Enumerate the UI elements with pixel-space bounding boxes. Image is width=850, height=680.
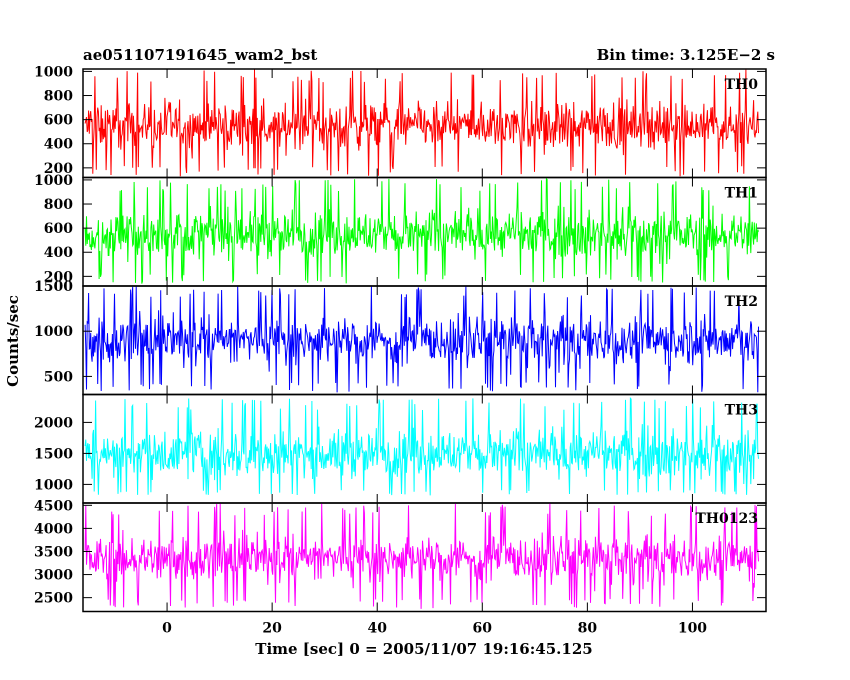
x-tick-label: 20 [262,621,282,637]
y-tick-label: 2000 [34,415,73,431]
y-tick-label: 400 [44,137,73,153]
y-tick-label: 200 [44,161,73,177]
y-tick-label: 2500 [34,591,73,607]
y-tick-label: 200 [44,269,73,285]
series-line-th1 [84,177,759,284]
x-axis-label: Time [sec] 0 = 2005/11/07 19:16:45.125 [255,640,592,658]
y-tick-label: 600 [44,221,73,237]
x-tick-label: 60 [473,621,493,637]
panels-group: 2004006008001000TH02004006008001000TH150… [34,64,767,637]
y-tick-label: 500 [44,369,73,385]
panel-frame [82,502,767,613]
y-tick-label: 1500 [34,279,73,295]
y-tick-label: 1500 [34,446,73,462]
chart-title-left: ae051107191645_wam2_bst [83,46,317,64]
chart-title-right: Bin time: 3.125E−2 s [597,46,775,64]
y-tick-label: 1000 [34,64,73,80]
y-tick-label: 3000 [34,568,73,584]
y-tick-label: 3500 [34,544,73,560]
series-label-th2: TH2 [725,294,758,310]
y-tick-label: 800 [44,197,73,213]
series-label-th3: TH3 [725,403,758,419]
series-line-th0123 [84,503,759,609]
y-axis-label: Counts/sec [4,295,22,387]
y-tick-label: 4000 [34,521,73,537]
panel-th0: 200 400 600 800 1000 TH0 [34,64,767,179]
y-tick-label: 1000 [34,173,73,189]
y-tick-label: 800 [44,89,73,105]
x-tick-label: 100 [678,621,707,637]
x-tick-label: 0 [162,621,172,637]
y-tick-label: 400 [44,245,73,261]
panel-th3: 1000 1500 2000 TH3 [34,393,767,504]
y-tick-label: 600 [44,113,73,129]
series-label-th0: TH0 [725,77,759,93]
series-label-th1: TH1 [725,186,758,202]
y-tick-label: 1000 [34,477,73,493]
panel-th2: 500 1000 1500 TH2 [34,279,767,396]
series-line-th2 [84,286,759,393]
series-label-th0123: TH0123 [695,511,758,527]
panel-th1: 200 400 600 800 1000 TH1 [34,173,767,287]
panel-th0123: 2500 3000 3500 4000 4500 TH0123 [34,498,767,613]
x-tick-label: 80 [578,621,598,637]
series-line-th3 [84,396,759,496]
y-tick-label: 1000 [34,324,73,340]
y-tick-label: 4500 [34,498,73,514]
x-tick-label: 40 [367,621,387,637]
series-line-th0 [84,69,759,177]
